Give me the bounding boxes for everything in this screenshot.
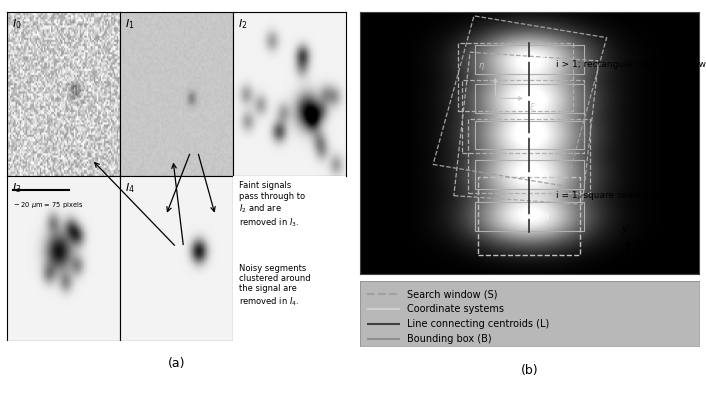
Text: (1): (1) xyxy=(539,213,549,219)
Bar xyxy=(475,160,584,189)
Text: Bounding box (B): Bounding box (B) xyxy=(407,334,492,344)
Text: $\xi$: $\xi$ xyxy=(530,101,536,114)
Text: (5): (5) xyxy=(539,56,549,62)
Bar xyxy=(462,80,584,153)
Text: Line connecting centroids (L): Line connecting centroids (L) xyxy=(407,319,549,329)
Bar xyxy=(468,119,590,193)
Text: $I_0$: $I_0$ xyxy=(11,17,21,31)
Text: $I_4$: $I_4$ xyxy=(125,182,134,195)
Text: i > 1; rectangular search window: i > 1; rectangular search window xyxy=(556,60,706,69)
Text: $\eta$: $\eta$ xyxy=(479,61,486,72)
Text: $x$: $x$ xyxy=(655,255,663,265)
Bar xyxy=(433,16,606,186)
Text: (2): (2) xyxy=(539,171,549,178)
Text: (a): (a) xyxy=(168,358,186,371)
Text: $I_3$: $I_3$ xyxy=(11,182,21,195)
Bar xyxy=(475,84,584,113)
Text: i = 1; square search window: i = 1; square search window xyxy=(556,191,685,200)
Text: 5 μm: 5 μm xyxy=(662,238,685,247)
Text: (3): (3) xyxy=(539,132,549,138)
Bar xyxy=(458,43,573,111)
Bar xyxy=(454,52,599,204)
Text: $-$ 20 $\mu$m = 75 pixels: $-$ 20 $\mu$m = 75 pixels xyxy=(13,200,83,209)
Bar xyxy=(479,177,580,255)
Bar xyxy=(475,45,584,73)
Text: (4): (4) xyxy=(539,95,549,102)
Text: Coordinate systems: Coordinate systems xyxy=(407,304,504,314)
Bar xyxy=(475,120,584,150)
Text: Faint signals
pass through to
$I_2$ and are
removed in $I_3$.: Faint signals pass through to $I_2$ and … xyxy=(239,182,305,229)
Bar xyxy=(475,202,584,231)
Text: Search window (S): Search window (S) xyxy=(407,289,498,299)
Text: $I_1$: $I_1$ xyxy=(125,17,134,31)
Text: (b): (b) xyxy=(520,364,538,377)
Text: Noisy segments
clustered around
the signal are
removed in $I_4$.: Noisy segments clustered around the sign… xyxy=(239,264,311,308)
Text: $y$: $y$ xyxy=(621,224,629,236)
Text: $I_2$: $I_2$ xyxy=(238,17,247,31)
